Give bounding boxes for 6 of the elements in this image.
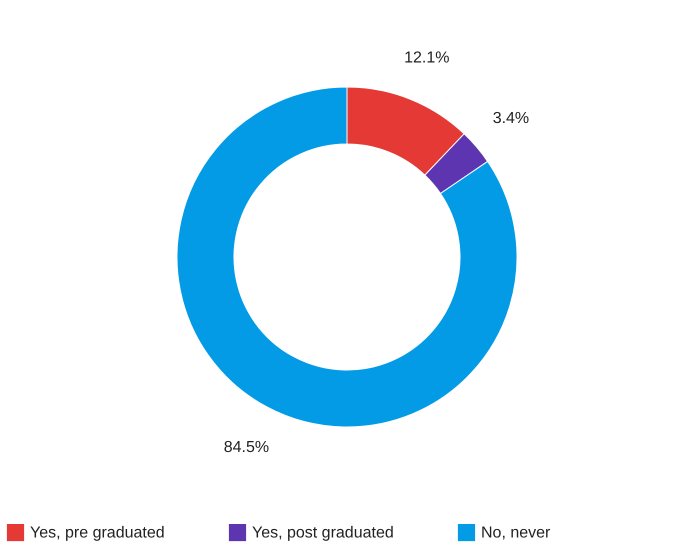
legend-label: Yes, pre graduated (30, 524, 165, 542)
data-label: 12.1% (404, 49, 450, 66)
legend-label: Yes, post graduated (252, 524, 394, 542)
legend-label: No, never (481, 524, 552, 542)
data-label: 84.5% (224, 439, 270, 456)
data-label: 3.4% (492, 110, 530, 127)
